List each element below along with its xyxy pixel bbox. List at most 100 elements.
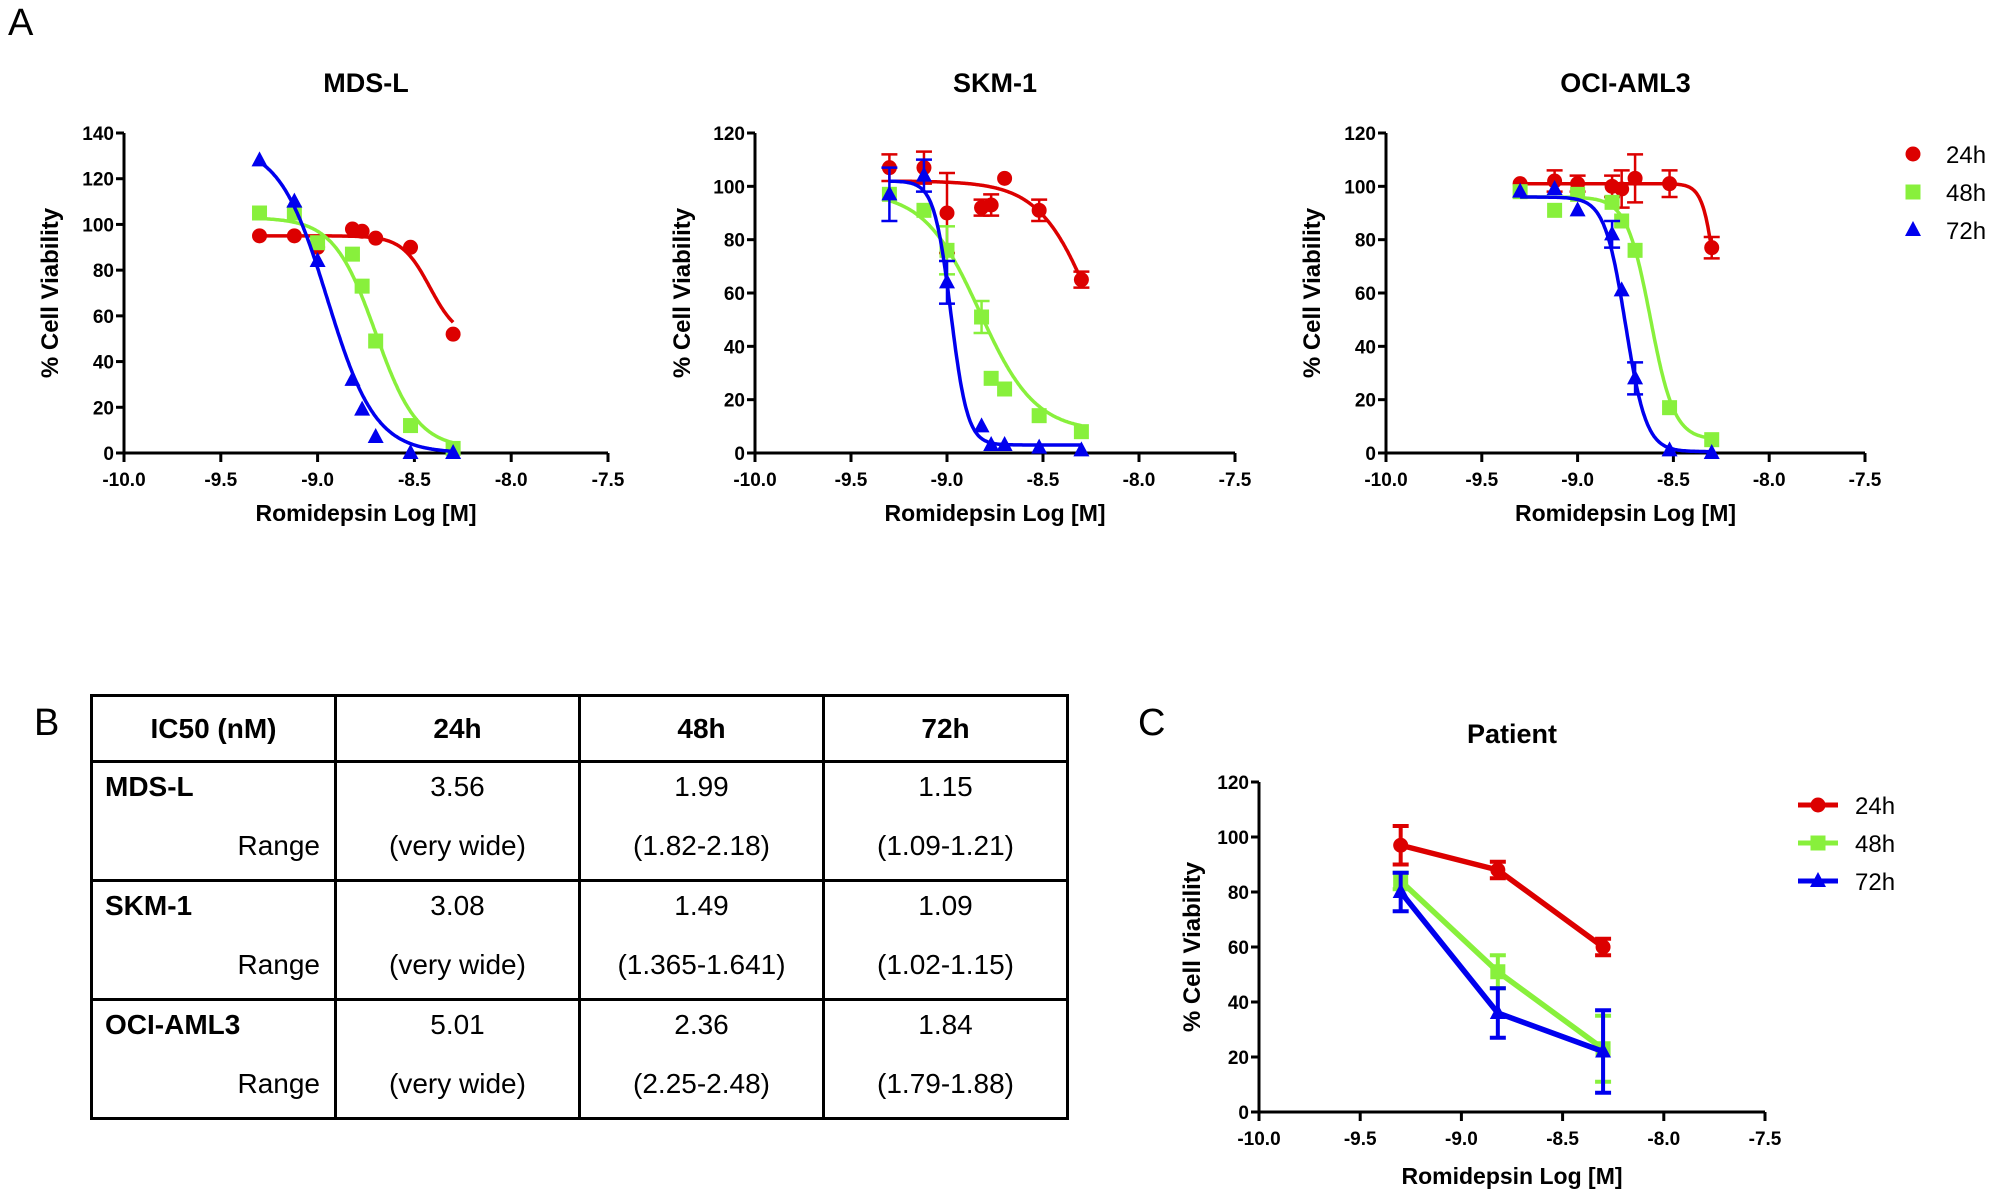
series-72h-point	[354, 400, 371, 416]
x-tick-label: -9.5	[835, 470, 868, 491]
series-24h-point	[445, 326, 461, 342]
row-label-cell: MDS-L Range	[90, 760, 337, 882]
series-72h-point	[881, 185, 898, 201]
legend-72h-marker	[1905, 221, 1921, 236]
y-tick-label: 40	[93, 353, 114, 374]
range-label: Range	[237, 1068, 320, 1099]
table-cell: 1.15 (1.09-1.21)	[822, 760, 1069, 882]
y-tick-label: 60	[93, 307, 114, 328]
series-72h-point	[1604, 225, 1621, 241]
series-24h-point	[1031, 202, 1047, 218]
y-tick-label: 0	[1365, 444, 1376, 465]
x-tick-label: -8.0	[1123, 470, 1156, 491]
x-tick-label: -7.5	[592, 470, 625, 491]
table-header-cell: IC50 (nM)	[90, 694, 337, 763]
ic50-range: (1.82-2.18)	[633, 830, 770, 861]
series-48h-point	[1073, 424, 1089, 440]
table-header-cell: 72h	[822, 694, 1069, 763]
x-tick-label: -9.0	[301, 470, 334, 491]
series-72h-point	[1661, 441, 1678, 457]
series-72h-point	[1073, 441, 1090, 457]
legend-72h-label: 72h	[1855, 869, 1895, 896]
series-48h-point	[252, 205, 268, 221]
ic50-table: IC50 (nM) 24h 48h 72h MDS-L Range 3.56 (ve…	[90, 694, 1069, 1120]
ic50-range: (very wide)	[389, 949, 526, 980]
legend-48h-label: 48h	[1946, 180, 1986, 207]
cell-line-name: OCI-AML3	[105, 1009, 241, 1040]
table-cell: 1.99 (1.82-2.18)	[578, 760, 825, 882]
ic50-value: 5.01	[430, 1009, 485, 1040]
series-72h-point	[1546, 180, 1563, 195]
series-72h-point	[1489, 1004, 1506, 1019]
series-24h-point	[286, 228, 302, 244]
y-axis-label: % Cell Viability	[669, 207, 696, 378]
series-72h-point	[996, 436, 1013, 451]
ic50-range: (1.365-1.641)	[617, 949, 786, 980]
table-cell: 2.36 (2.25-2.48)	[578, 998, 825, 1120]
series-24h-point	[1704, 240, 1720, 256]
series-72h-point	[1703, 444, 1720, 459]
series-24h-point	[1490, 862, 1506, 878]
series-24h-point	[368, 230, 384, 246]
series-48h-point	[403, 418, 419, 434]
x-tick-label: -8.5	[398, 470, 431, 491]
series-48h-point	[983, 370, 999, 386]
y-tick-label: 0	[1238, 1103, 1249, 1124]
series-48h-point	[368, 333, 384, 349]
ic50-value: 1.15	[918, 771, 973, 802]
y-tick-label: 40	[1228, 993, 1249, 1014]
chart-title: OCI-AML3	[1560, 68, 1691, 98]
series-48h-point	[1627, 242, 1643, 258]
panel-label-c: C	[1138, 702, 1166, 744]
x-tick-label: -9.0	[1561, 470, 1594, 491]
series-48h-point	[916, 202, 932, 218]
series-48h-point	[310, 235, 326, 251]
x-axis-label: Romidepsin Log [M]	[884, 500, 1105, 526]
x-tick-label: -9.0	[931, 470, 964, 491]
y-axis-label: % Cell Viability	[1179, 861, 1206, 1032]
y-tick-label: 0	[103, 444, 114, 465]
y-tick-label: 60	[1228, 938, 1249, 959]
x-tick-label: -8.5	[1657, 470, 1690, 491]
legend-24h-marker	[1905, 146, 1921, 162]
x-tick-label: -9.5	[1344, 1129, 1377, 1150]
chart-title: Patient	[1467, 719, 1557, 749]
legend-24h-marker	[1810, 797, 1826, 813]
series-24h-point	[1393, 837, 1409, 853]
series-24h-point	[403, 239, 419, 255]
y-tick-label: 120	[1217, 773, 1249, 794]
series-72h-point	[1595, 1042, 1612, 1058]
x-tick-label: -7.5	[1749, 1129, 1782, 1150]
y-tick-label: 60	[1355, 284, 1376, 305]
x-axis-label: Romidepsin Log [M]	[255, 500, 476, 526]
series-24h-point	[252, 228, 268, 244]
series-72h-point	[1627, 369, 1644, 385]
y-tick-label: 20	[1228, 1048, 1249, 1069]
series-72h-point	[1512, 182, 1529, 198]
y-tick-label: 100	[1344, 177, 1376, 198]
ic50-value: 1.49	[674, 890, 729, 921]
ic50-value: 3.08	[430, 890, 485, 921]
legend-24h-label: 24h	[1855, 793, 1895, 820]
ic50-value: 1.84	[918, 1009, 973, 1040]
series-24h-point	[983, 197, 999, 213]
legend-48h-marker	[1905, 184, 1921, 200]
series-48h-point	[1604, 194, 1620, 210]
x-tick-label: -9.0	[1445, 1129, 1478, 1150]
series-72h-point	[286, 192, 303, 208]
series-72h-point	[1569, 201, 1586, 217]
cell-line-name: SKM-1	[105, 890, 193, 921]
series-72h-point	[309, 252, 326, 267]
y-tick-label: 120	[82, 170, 114, 191]
series-24h-point	[1627, 170, 1643, 186]
y-tick-label: 140	[82, 124, 114, 145]
y-tick-label: 60	[724, 284, 745, 305]
y-tick-label: 100	[82, 215, 114, 236]
table-header-row: IC50 (nM) 24h 48h 72h	[90, 694, 1069, 763]
legend-24h-label: 24h	[1946, 142, 1986, 169]
x-tick-label: -10.0	[733, 470, 776, 491]
series-72h-point	[983, 436, 1000, 451]
y-tick-label: 80	[724, 231, 745, 252]
x-tick-label: -10.0	[1364, 470, 1407, 491]
ic50-value: 1.09	[918, 890, 973, 921]
